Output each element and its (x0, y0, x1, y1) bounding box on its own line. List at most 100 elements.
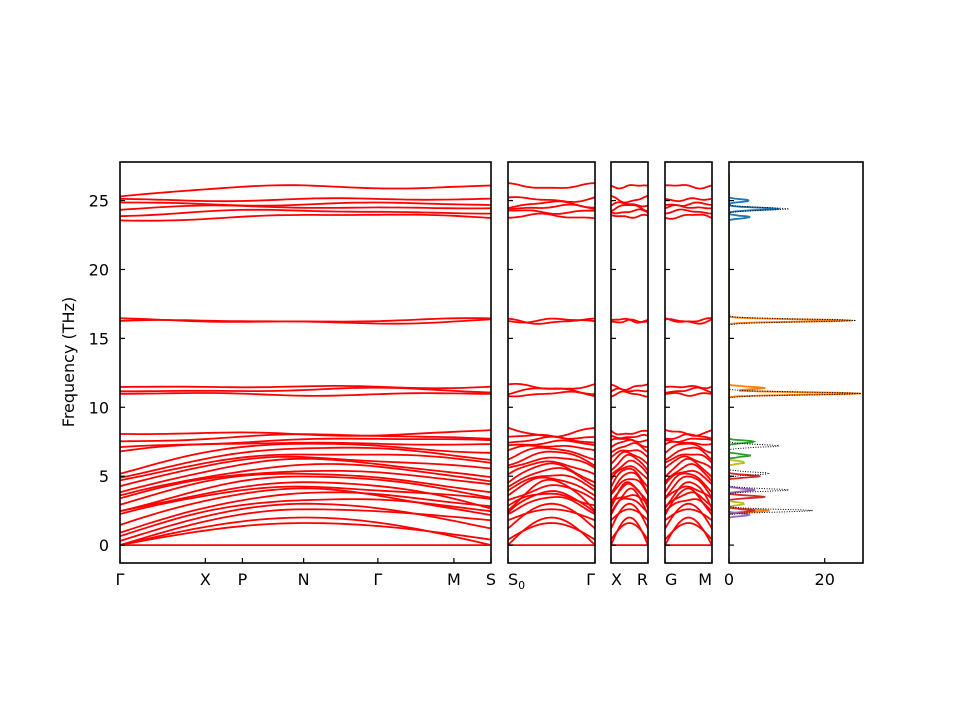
band-line (611, 390, 648, 398)
band-line (120, 437, 491, 448)
band-line (665, 502, 712, 529)
band-line (120, 442, 491, 475)
dos-panel: 0 20 (724, 161, 864, 589)
band-line (508, 456, 595, 469)
band-line (120, 522, 491, 546)
band-line (120, 204, 491, 211)
band-line (120, 463, 491, 497)
band-line (508, 496, 595, 516)
band-line (611, 213, 648, 219)
band-line (120, 201, 491, 207)
band-line (508, 426, 595, 438)
band-line (665, 213, 712, 220)
band-line (120, 498, 491, 538)
band-line (120, 197, 491, 203)
band-line (120, 502, 491, 542)
band-line (120, 317, 491, 323)
band-line (120, 481, 491, 512)
band-line (665, 472, 712, 493)
band-line (611, 478, 648, 496)
band-line (508, 502, 595, 530)
x-tick-label: N (298, 570, 310, 589)
band-line (665, 446, 712, 461)
band-line (665, 386, 712, 394)
band-line (508, 317, 595, 324)
x-tick-label: S0 (508, 570, 525, 592)
band-line (508, 212, 595, 219)
band-line (508, 522, 595, 541)
dos-frame (728, 161, 864, 564)
y-tick-label: 0 (99, 536, 109, 555)
band-line (508, 476, 595, 497)
band-line (508, 460, 595, 476)
band-line (508, 516, 595, 546)
band-line (665, 475, 712, 499)
x-tick-label: Γ (586, 570, 595, 589)
x-tick-label: M (698, 570, 712, 589)
band-line (508, 446, 595, 461)
band-line (665, 204, 712, 210)
band-line (665, 457, 712, 478)
band-line (611, 459, 648, 476)
band-line (665, 184, 712, 190)
band-line (120, 508, 491, 546)
band-panels: Γ X P N Γ M S S0 Γ X R G M (116, 161, 713, 592)
band-line (120, 392, 491, 397)
band-line (611, 449, 648, 459)
band-line (611, 516, 648, 546)
x-tick-label: G (665, 570, 677, 589)
band-line (611, 481, 648, 509)
band-line (120, 213, 491, 222)
band-line (508, 484, 595, 502)
panel-frame (664, 161, 713, 564)
band-line (120, 386, 491, 394)
band-line (120, 516, 491, 546)
band-line (120, 475, 491, 513)
band-line (120, 446, 491, 479)
band-line (508, 450, 595, 467)
band-line (120, 453, 491, 482)
band-line (665, 469, 712, 486)
band-line (120, 385, 491, 390)
band-line (611, 494, 648, 505)
band-line (611, 471, 648, 494)
y-tick-label: 20 (89, 260, 109, 279)
y-tick-label: 5 (99, 467, 109, 486)
band-line (611, 487, 648, 516)
band-line (611, 201, 648, 208)
band-line (665, 201, 712, 207)
band-line (665, 481, 712, 510)
band-line (611, 437, 648, 443)
y-tick-label: 15 (89, 329, 109, 348)
band-line (665, 428, 712, 437)
band-panel-2: S0 Γ (507, 161, 596, 592)
band-line (665, 208, 712, 215)
band-line (665, 516, 712, 546)
band-line (665, 437, 712, 443)
band-line (665, 463, 712, 483)
band-line (120, 184, 491, 198)
band-line (665, 392, 712, 397)
band-line (508, 462, 595, 484)
x-tick-label: P (238, 570, 248, 589)
band-line (120, 208, 491, 218)
band-line (508, 182, 595, 189)
band-line (665, 442, 712, 454)
band-line (611, 383, 648, 391)
dos-x-tick-label: 20 (815, 570, 835, 589)
band-line (120, 472, 491, 506)
x-tick-label: S (486, 570, 496, 589)
x-tick-label: Γ (116, 570, 125, 589)
band-line (611, 442, 648, 454)
x-tick-label: Γ (373, 570, 382, 589)
band-line (508, 478, 595, 512)
band-line (611, 387, 648, 393)
band-line (120, 429, 491, 437)
x-tick-label: R (637, 570, 648, 589)
panel-frame (119, 161, 492, 564)
y-tick-labels: 0 5 10 15 20 25 (89, 192, 109, 556)
